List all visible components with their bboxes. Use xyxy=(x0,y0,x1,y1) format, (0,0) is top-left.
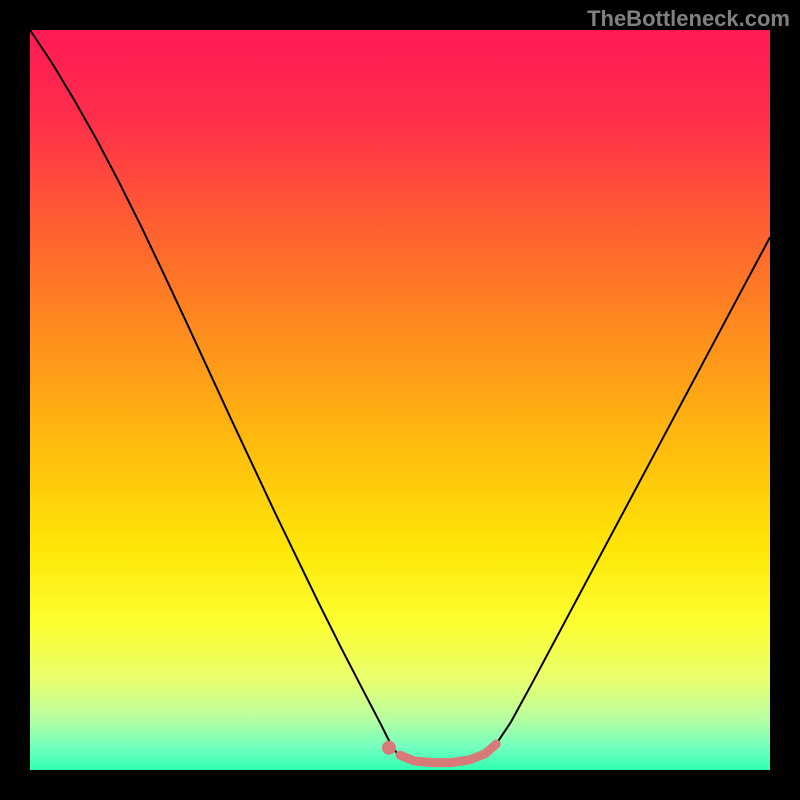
bottleneck-chart xyxy=(0,0,800,800)
optimal-range-start-marker xyxy=(382,741,396,755)
plot-background xyxy=(30,30,770,770)
watermark-text: TheBottleneck.com xyxy=(587,6,790,32)
